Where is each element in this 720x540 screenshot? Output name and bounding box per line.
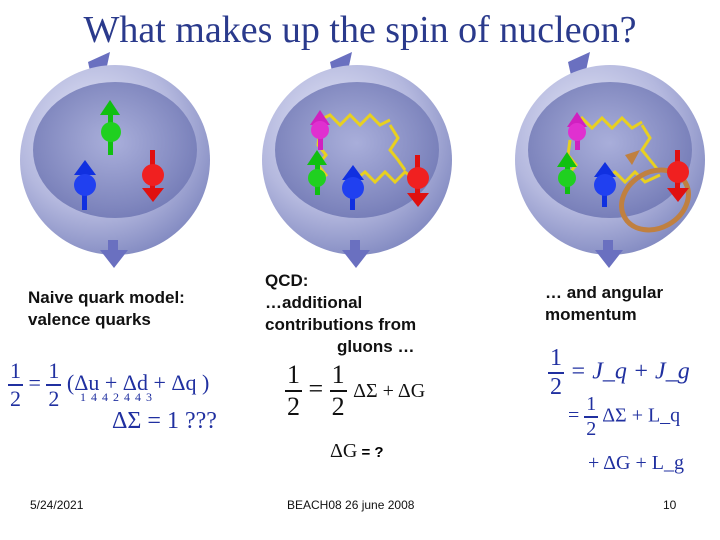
slide-title: What makes up the spin of nucleon? [83, 9, 637, 51]
blue-quark [74, 160, 96, 210]
caption-angular: … and angular momentum [545, 283, 664, 324]
caption-naive: Naive quark model: valence quarks [28, 288, 185, 329]
magenta-quark [567, 112, 587, 150]
sphere-gluons [262, 52, 452, 268]
sphere-angular-momentum [515, 52, 705, 268]
footer-date: 5/24/2021 [30, 498, 84, 512]
blue-quark [342, 165, 364, 210]
equation-angular-row3: + ΔG + L_g [588, 452, 684, 474]
red-quark [407, 155, 429, 207]
caption-qcd: QCD: …additional contributions from gluo… [265, 271, 417, 356]
footer-venue: BEACH08 26 june 2008 [287, 498, 415, 512]
blue-quark [594, 162, 616, 207]
gluon-lines [565, 115, 661, 185]
green-quark [557, 152, 577, 194]
red-quark [142, 150, 164, 202]
green-quark [100, 100, 121, 155]
equation-naive-subscripts: 1 4 4 2 4 4 3 [80, 390, 153, 404]
orbit-arrow [619, 167, 691, 233]
green-quark [307, 150, 327, 195]
sphere-naive [20, 52, 210, 268]
equation-delta-sigma: ΔΣ = 1 ??? [112, 408, 217, 434]
red-quark [667, 150, 689, 202]
magenta-quark [310, 110, 330, 150]
footer-page-number: 10 [663, 498, 677, 512]
equation-delta-g: ΔG = ? [330, 440, 384, 462]
